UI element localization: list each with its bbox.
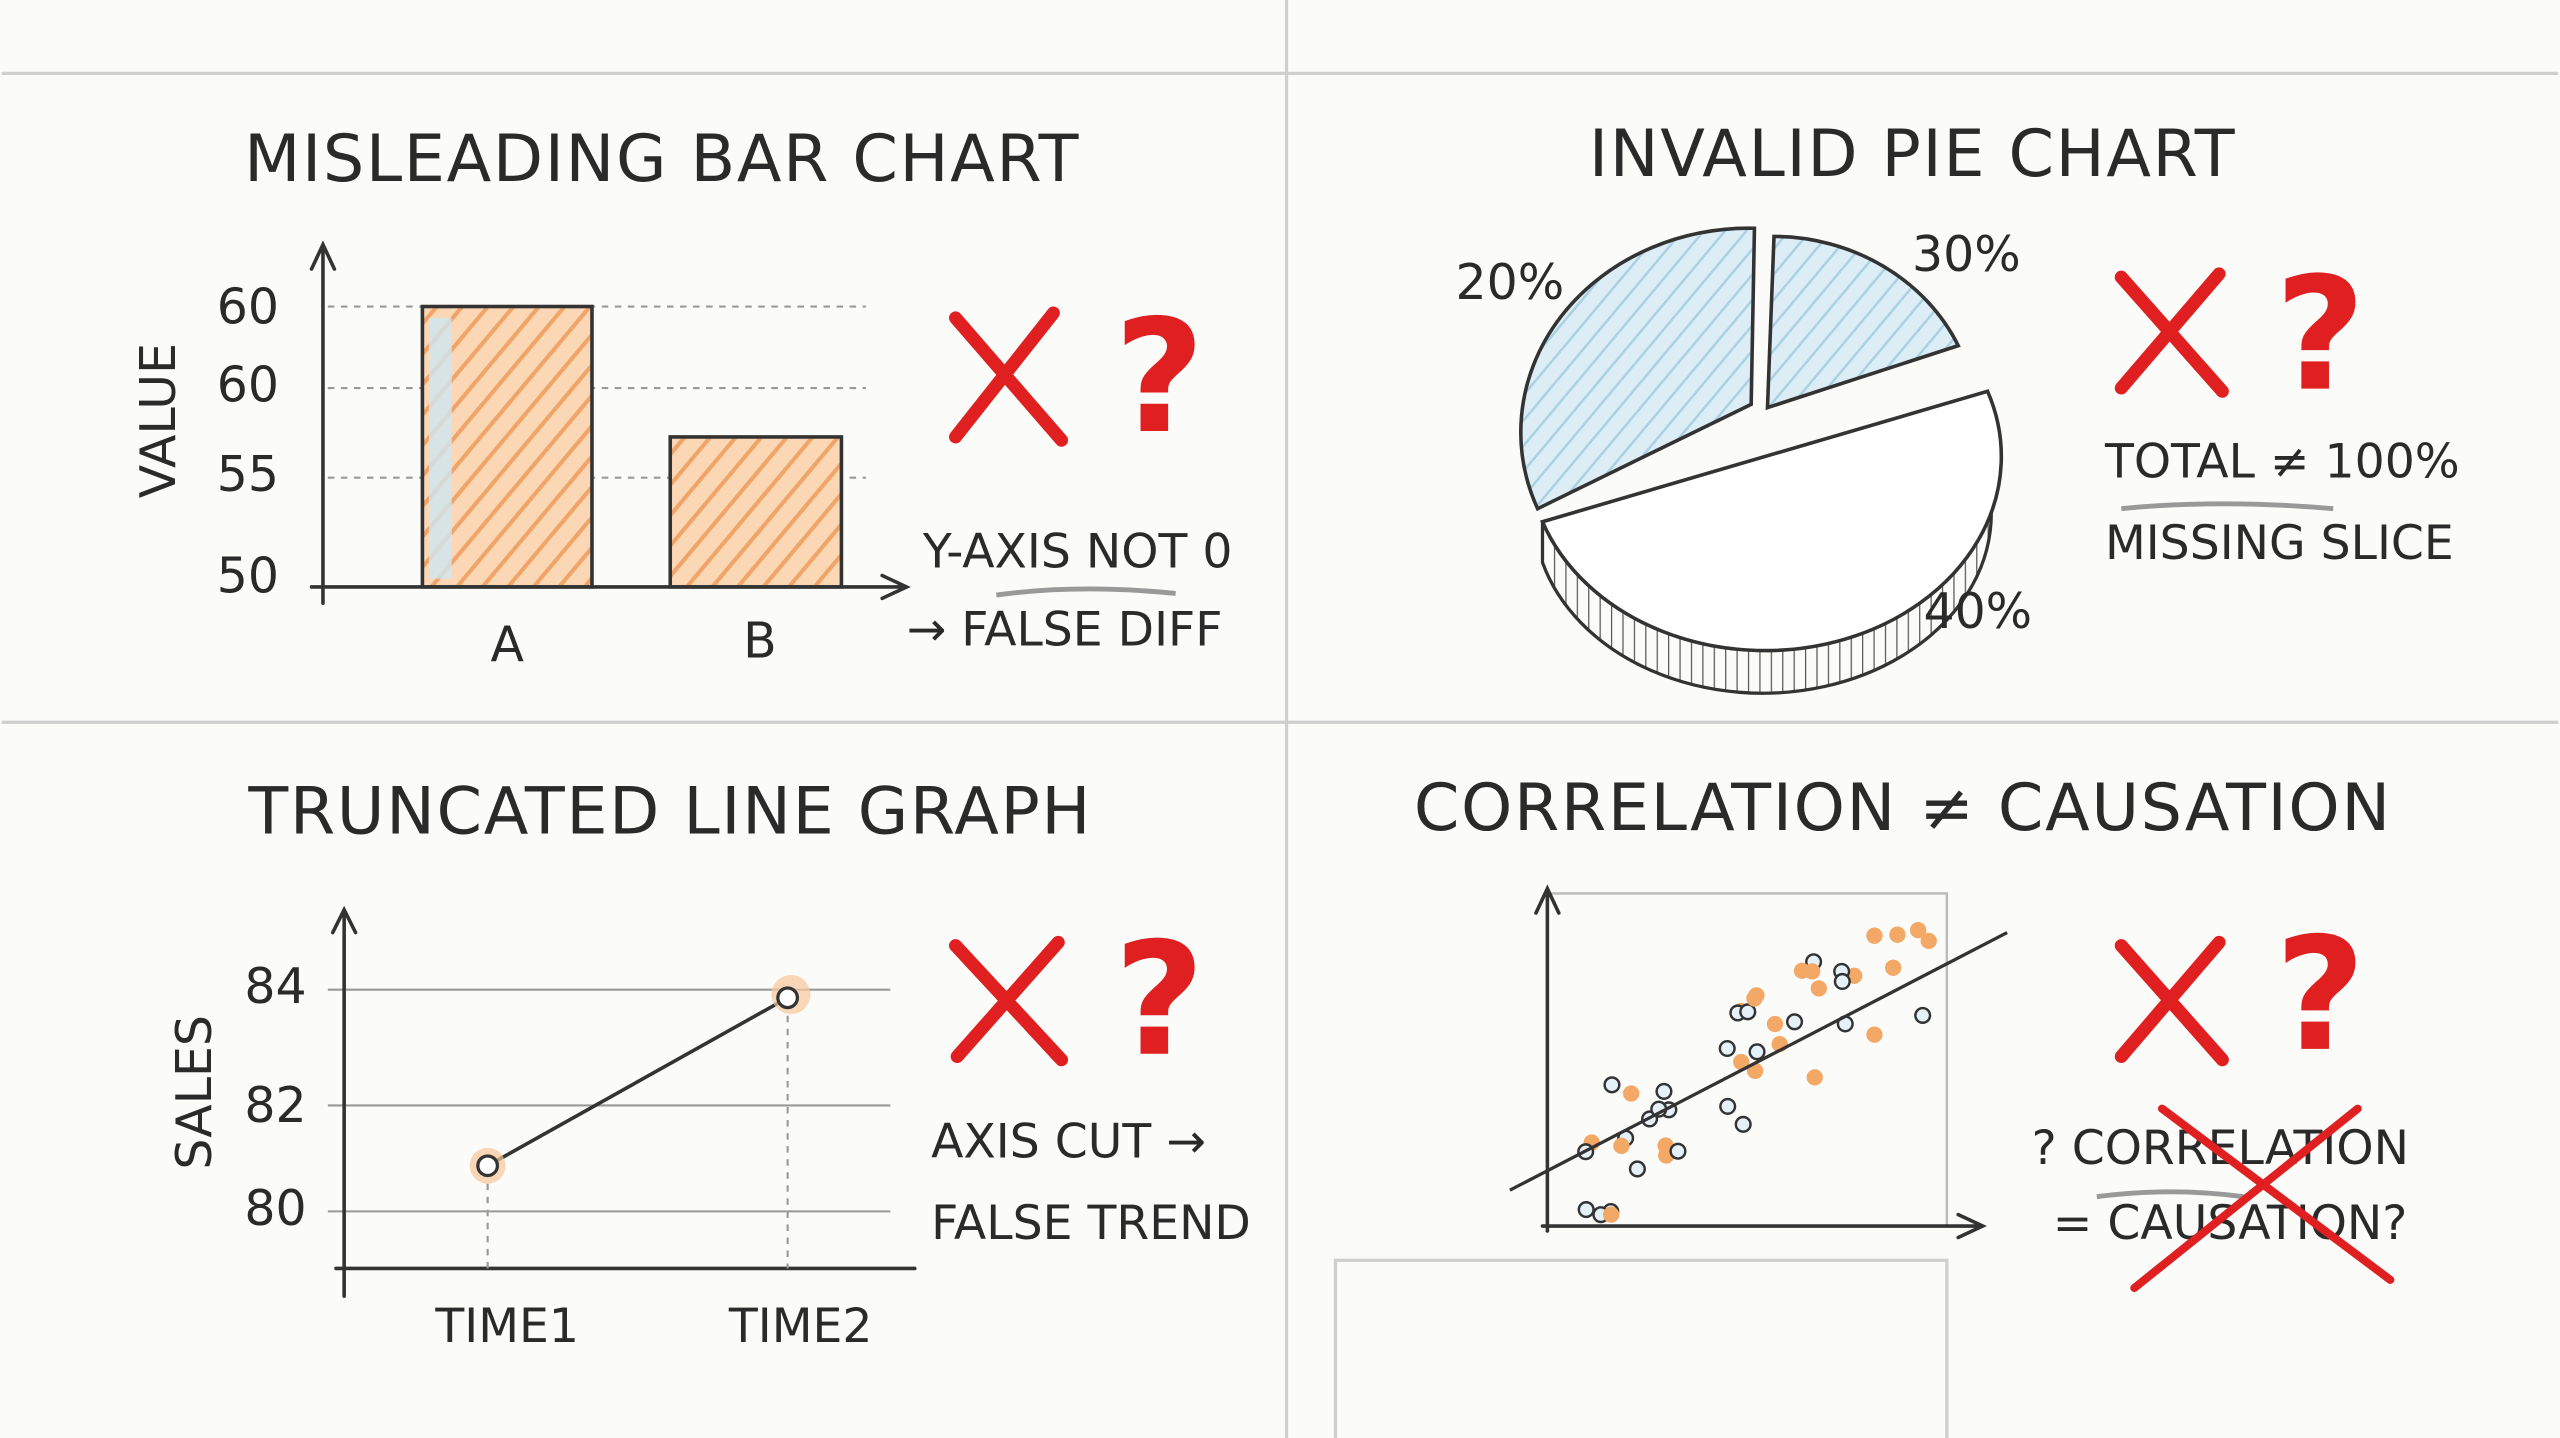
dot xyxy=(1806,1069,1823,1086)
dot xyxy=(1920,932,1937,950)
dot xyxy=(1833,972,1851,991)
x-tick-label: B xyxy=(743,613,777,670)
dot xyxy=(1766,1015,1784,1033)
x-tick-label: TIME2 xyxy=(728,1299,873,1354)
question-mark: ? xyxy=(1114,909,1205,1091)
dot xyxy=(1866,927,1883,944)
note: MISSING SLICE xyxy=(2105,516,2454,571)
panel-title: CORRELATION ≠ CAUSATION xyxy=(1414,770,2392,846)
axis-label: SALES xyxy=(166,1015,223,1170)
panel-title: MISLEADING BAR CHART xyxy=(244,121,1080,197)
dot xyxy=(1810,980,1827,997)
scatter-dots xyxy=(1577,921,1937,1224)
y-tick-label: 55 xyxy=(217,446,279,503)
note: FALSE TREND xyxy=(931,1196,1251,1251)
dot xyxy=(1655,1082,1673,1100)
note: Y-AXIS NOT 0 xyxy=(922,524,1232,579)
y-tick-label: 50 xyxy=(217,547,279,604)
question-mark: ? xyxy=(2275,244,2366,426)
dot xyxy=(1793,962,1811,979)
dot xyxy=(1577,1201,1595,1219)
y-tick-label: 82 xyxy=(244,1077,306,1134)
note: → FALSE DIFF xyxy=(907,603,1223,658)
dot xyxy=(1746,990,1763,1007)
dot xyxy=(1718,1039,1736,1058)
dot xyxy=(1623,1085,1640,1102)
question-mark: ? xyxy=(1114,286,1205,468)
dot xyxy=(1909,921,1927,939)
y-tick-label: 60 xyxy=(217,357,279,414)
note: TOTAL ≠ 100% xyxy=(2104,435,2460,490)
y-tick-label: 80 xyxy=(244,1180,306,1237)
dot xyxy=(1602,1206,1620,1223)
scatter-panel: CORRELATION ≠ CAUSATION ? ? CORRELATION … xyxy=(1414,770,2409,1293)
note: AXIS CUT → xyxy=(931,1115,1206,1170)
panel-title: TRUNCATED LINE GRAPH xyxy=(247,773,1092,849)
dot xyxy=(1613,1137,1630,1154)
slice-label: 40% xyxy=(1923,583,2032,640)
pie-panel: INVALID PIE CHART 20% 30% 40% ? TOTAL ≠ … xyxy=(1456,116,2460,695)
axis-label: VALUE xyxy=(130,343,187,498)
x-tick-label: TIME1 xyxy=(434,1299,579,1354)
dot xyxy=(1734,1115,1752,1133)
dot xyxy=(1733,1053,1750,1071)
dot xyxy=(1785,1013,1804,1031)
dot xyxy=(1628,1160,1646,1178)
dot xyxy=(1603,1076,1621,1094)
y-tick-label: 60 xyxy=(217,278,279,335)
dot xyxy=(1889,926,1906,943)
slice-label: 30% xyxy=(1912,226,2021,283)
bar-panel: MISLEADING BAR CHART 60 60 55 50 A B VAL… xyxy=(130,121,1232,673)
dot xyxy=(1748,1043,1766,1061)
dot xyxy=(1739,1003,1757,1021)
dot xyxy=(1719,1097,1737,1115)
slice-label: 20% xyxy=(1456,254,1565,311)
dot xyxy=(1914,1006,1932,1024)
dot xyxy=(1669,1142,1687,1160)
y-tick-label: 84 xyxy=(244,958,306,1015)
bar xyxy=(668,435,844,589)
note: = CAUSATION? xyxy=(2053,1196,2408,1251)
dot xyxy=(1885,959,1902,976)
dot xyxy=(1866,1026,1883,1043)
panel-title: INVALID PIE CHART xyxy=(1589,116,2236,192)
x-tick-label: A xyxy=(490,616,524,673)
line-panel: TRUNCATED LINE GRAPH 84 82 80 TIME1 TIME… xyxy=(166,773,1251,1354)
question-mark: ? xyxy=(2275,904,2366,1086)
